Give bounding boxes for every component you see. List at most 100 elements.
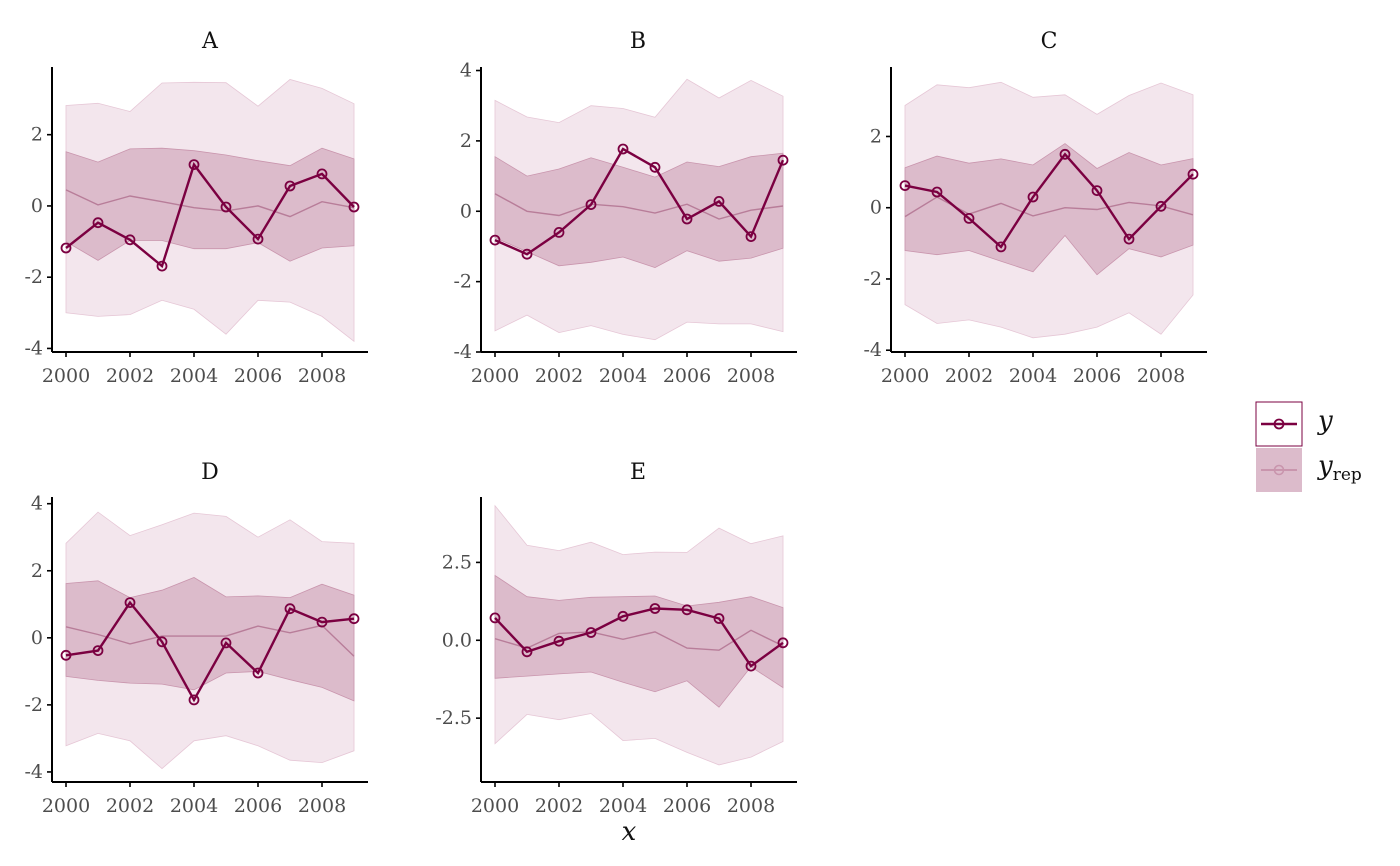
y-observed-line: [65, 600, 355, 703]
x-tick-label: 2002: [535, 795, 583, 817]
x-tick-label: 2000: [42, 365, 90, 387]
y-tick-label: 4: [31, 493, 43, 515]
panel-d: 4 2 0 -2 -4 2000 2002 2004 2006 2008 D: [24, 460, 368, 817]
x-tick-label: 2008: [727, 365, 775, 387]
y-point: [252, 667, 264, 679]
y-point: [284, 180, 296, 192]
y-tick-label: 2: [31, 560, 43, 582]
y-tick-label: 2: [870, 125, 882, 147]
y-point: [92, 645, 104, 656]
x-tick-label: 2006: [234, 795, 282, 817]
x-tick-label: 2004: [170, 365, 218, 387]
x-tick-label: 2004: [599, 365, 647, 387]
legend-key-y-point: [1273, 418, 1285, 430]
yrep-inner-interval-band: [494, 574, 784, 708]
y-point: [92, 217, 104, 229]
panel-title: A: [201, 29, 219, 54]
y-tick-label: -2: [453, 271, 472, 293]
legend-key-yrep-point: [1273, 464, 1285, 476]
y-tick-label: -2.5: [435, 707, 472, 729]
x-tick-label: 2004: [599, 795, 647, 817]
y-point: [745, 660, 757, 672]
y-point: [1091, 185, 1103, 197]
y-point: [348, 201, 360, 213]
panel-title: B: [630, 29, 646, 54]
y-point: [1027, 191, 1039, 203]
legend: y yrep: [1255, 401, 1362, 492]
y-point: [1155, 200, 1167, 212]
y-point: [521, 646, 533, 658]
y-point: [489, 612, 501, 624]
y-tick-label: 0.0: [442, 629, 472, 651]
y-point: [649, 603, 661, 614]
y-point: [553, 226, 565, 238]
y-point: [252, 233, 264, 245]
x-tick-label: 2008: [298, 365, 346, 387]
y-tick-label: -4: [453, 341, 472, 363]
x-tick-label: 2002: [945, 365, 993, 387]
y-point: [60, 242, 72, 254]
x-tick-label: 2006: [1073, 365, 1121, 387]
y-point: [188, 694, 200, 706]
y-point: [585, 627, 597, 638]
legend-label-yrep: yrep: [1317, 451, 1362, 485]
panel-title: C: [1041, 29, 1058, 54]
y-tick-label: -2: [863, 268, 882, 290]
y-point: [713, 195, 725, 207]
y-observed-line: [494, 147, 785, 256]
yrep-inner-interval-band: [904, 143, 1194, 276]
y-tick-label: -4: [24, 337, 43, 359]
y-point: [156, 260, 168, 272]
yrep-median-line: [65, 189, 355, 218]
y-tick-label: -4: [863, 339, 882, 361]
y-point: [713, 613, 725, 624]
y-point: [316, 168, 328, 180]
y-tick-label: 0: [870, 197, 882, 219]
y-point: [617, 610, 629, 622]
x-tick-label: 2004: [1009, 365, 1057, 387]
y-point: [489, 234, 501, 246]
y-tick-label: 0: [31, 195, 43, 217]
y-point: [777, 637, 789, 649]
legend-label-yrep-main: y: [1317, 451, 1333, 481]
y-point: [745, 231, 757, 243]
y-point: [681, 604, 693, 616]
x-tick-label: 2008: [298, 795, 346, 817]
x-tick-label: 2004: [170, 795, 218, 817]
y-point: [348, 613, 360, 625]
x-axis-title: x: [622, 817, 637, 847]
y-tick-label: -2: [24, 266, 43, 288]
panel-e: 2.5 0.0 -2.5 2000 2002 2004 2006 2008 E: [435, 460, 797, 817]
x-tick-label: 2008: [1137, 365, 1185, 387]
y-point: [585, 199, 597, 211]
y-point: [1123, 233, 1135, 245]
panel-c: 2 0 -2 -4 2000 2002 2004 2006 2008 C: [863, 29, 1207, 387]
legend-label-yrep-subscript: rep: [1333, 465, 1362, 485]
legend-label-y: y: [1317, 406, 1333, 436]
yrep-median-line: [65, 624, 355, 657]
y-tick-label: 2: [31, 124, 43, 146]
x-tick-label: 2000: [42, 795, 90, 817]
y-point: [1059, 148, 1071, 160]
yrep-inner-interval-band: [65, 577, 355, 702]
x-tick-label: 2006: [663, 365, 711, 387]
x-tick-label: 2006: [663, 795, 711, 817]
y-observed-line: [904, 152, 1194, 249]
y-point: [188, 159, 200, 171]
y-point: [681, 213, 693, 225]
x-tick-label: 2006: [234, 365, 282, 387]
y-point: [220, 637, 232, 649]
y-observed-line: [65, 162, 355, 269]
y-point: [899, 180, 911, 192]
y-tick-label: 0: [460, 200, 472, 222]
y-point: [156, 636, 168, 648]
y-tick-label: -2: [24, 694, 43, 716]
y-tick-label: 2.5: [442, 551, 472, 573]
x-tick-label: 2002: [535, 365, 583, 387]
y-point: [931, 186, 943, 198]
y-point: [1187, 168, 1199, 180]
y-tick-label: 2: [460, 130, 472, 152]
panel-a: 2 0 -2 -4 2000 2002 2004 2006 2008 A: [24, 29, 368, 387]
